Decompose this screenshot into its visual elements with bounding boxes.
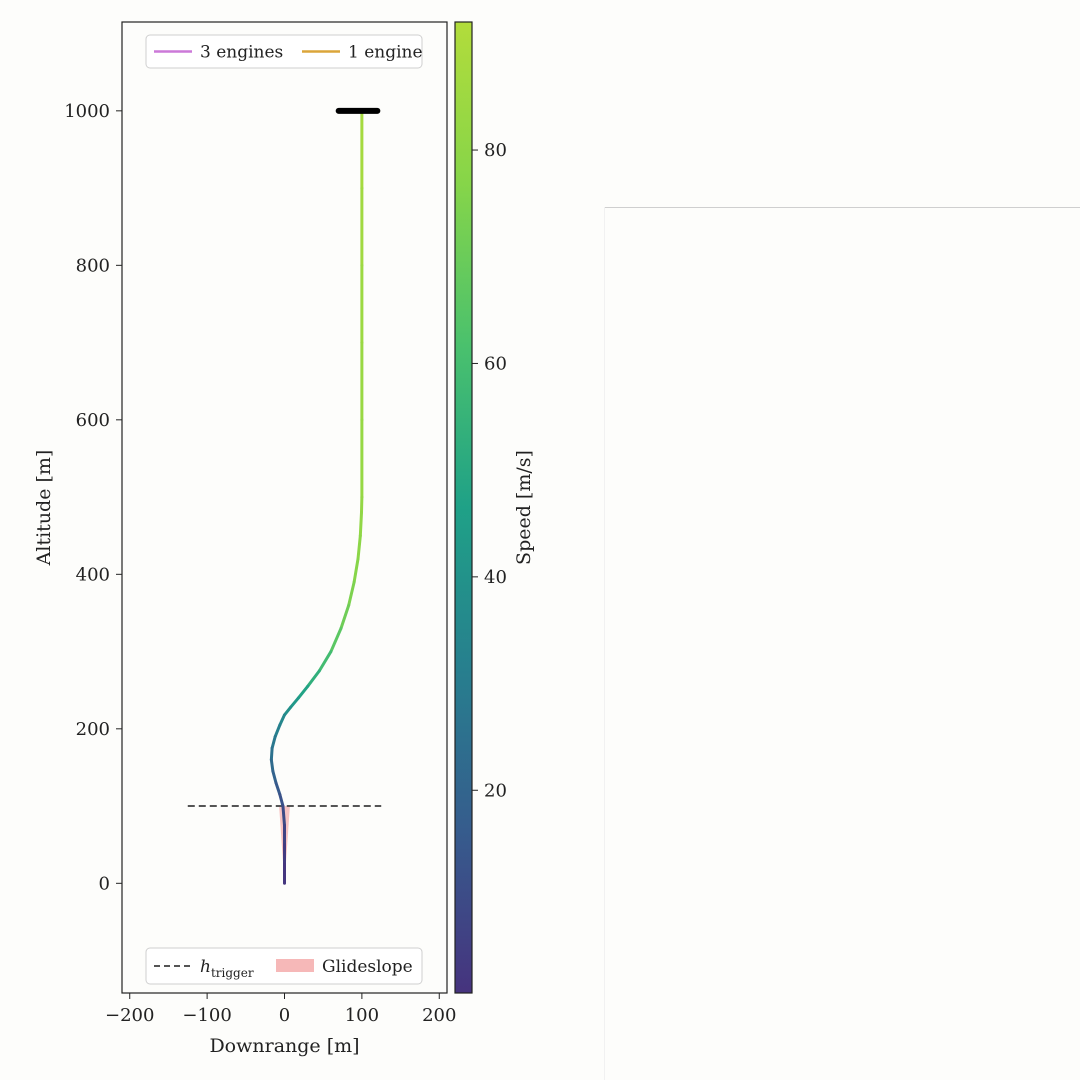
trajectory-segment [278,713,286,727]
legends: 3 engines 1 engine htrigger Glideslope [145,34,423,985]
legend-trigger-handle [276,959,314,972]
trajectory-segment [296,684,310,700]
y-tick-label: 600 [76,410,110,431]
legend-engines-box [145,34,423,69]
colorbar-label: Speed [m/s] [513,450,535,565]
trajectory-segment [274,781,282,796]
trajectory-segment [269,758,275,773]
colorbar-tick-label: 80 [484,140,507,161]
colorbar-tick-label: 40 [484,567,507,588]
trajectory-segment [317,650,333,673]
trajectory-segment [358,511,363,538]
trajectory-segment [271,769,278,785]
trajectory-segment [356,534,362,561]
y-tick-label: 1000 [64,101,110,122]
colorbar-gradient [454,21,473,994]
colorbar: 20 40 60 80 Speed [m/s] [454,21,535,994]
legend-engines-label: 3 engines [200,43,283,63]
y-tick-label: 0 [99,873,110,894]
trajectory-segment [306,669,321,688]
legend-engines-label: 1 engine [348,43,423,63]
legend-trigger-label: Glideslope [322,957,413,977]
panel-divider-vertical [604,207,605,1080]
legend-trigger-label: htrigger [200,957,254,980]
trajectory-segment [347,580,356,607]
trajectory-segment [339,603,351,630]
x-axis-label: Downrange [m] [209,1035,359,1057]
colorbar-tick-label: 60 [484,353,507,374]
x-tick-label: 0 [279,1005,290,1026]
x-tick-label: 200 [422,1005,456,1026]
trajectory-segment [283,705,293,717]
x-tick-label: −200 [105,1005,154,1026]
y-tick-label: 400 [76,564,110,585]
trajectory-segment [270,735,277,750]
trajectory-segment [329,626,343,654]
plot-area [187,107,382,885]
y-tick-label: 200 [76,719,110,740]
colorbar-tick-label: 20 [484,780,507,801]
trajectory-segment [269,746,274,762]
trajectory-segment [273,723,282,739]
x-tick-label: 100 [345,1005,379,1026]
y-tick-label: 800 [76,255,110,276]
trajectory-segment [281,804,286,827]
trajectory-segment [289,696,300,709]
x-tick-label: −100 [182,1005,231,1026]
y-axis-label: Altitude [m] [33,450,55,567]
axes: −200 −100 0 100 200 0 200 400 600 800 1000 Downrang… [33,21,456,1057]
panel-divider-horizontal [605,207,1080,208]
trajectory-segment [352,557,360,584]
trajectory-segment [278,792,285,808]
